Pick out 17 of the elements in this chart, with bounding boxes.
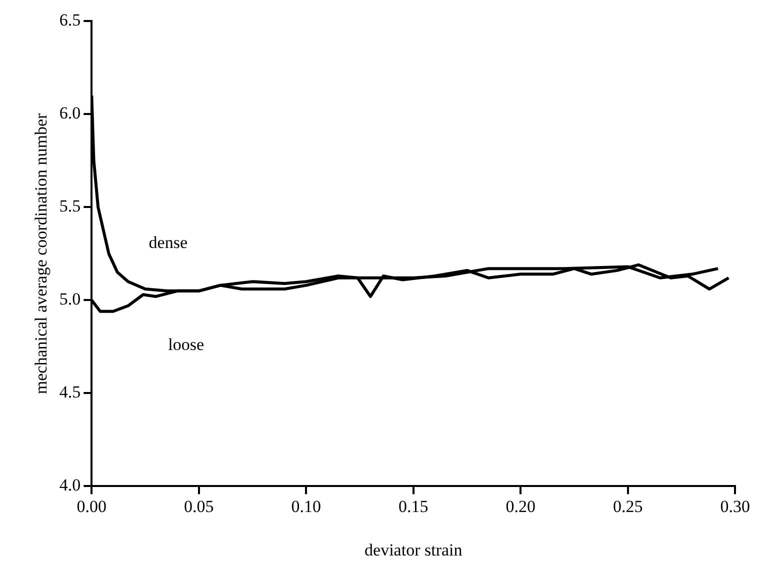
x-tick-label: 0.05 xyxy=(184,496,214,516)
x-tick-label: 0.15 xyxy=(398,496,428,516)
x-tick-label: 0.00 xyxy=(76,496,107,516)
y-tick-label: 4.0 xyxy=(59,476,81,495)
text: loose xyxy=(168,335,204,354)
y-tick-label: 6.5 xyxy=(59,10,81,30)
x-tick-label: 0.30 xyxy=(720,496,750,516)
y-axis-title: mechanical average coordination number xyxy=(32,112,51,394)
x-axis-title: deviator strain xyxy=(364,540,463,560)
y-tick-label: 4.5 xyxy=(59,382,81,402)
x-tick-label: 0.10 xyxy=(291,496,322,516)
y-tick-label: 6.0 xyxy=(59,104,81,123)
x-tick-label: 0.25 xyxy=(613,496,643,516)
text: dense xyxy=(148,233,188,252)
y-tick-label: 5.5 xyxy=(59,196,81,216)
x-tick-label: 0.20 xyxy=(506,496,536,516)
y-tick-label: 5.0 xyxy=(59,290,81,309)
